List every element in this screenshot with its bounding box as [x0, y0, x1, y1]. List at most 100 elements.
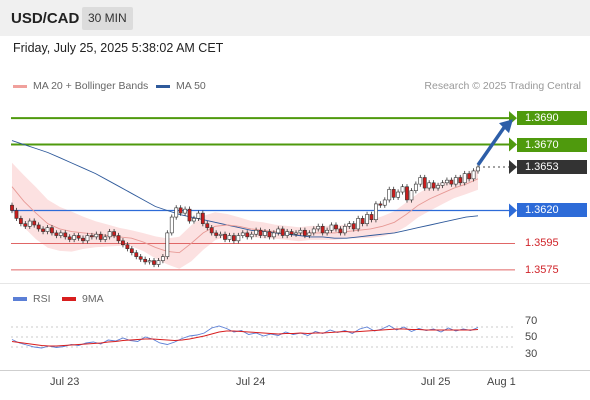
- candle-body: [453, 177, 458, 185]
- candle-body: [258, 229, 263, 236]
- legend-rsi-label: RSI: [33, 293, 51, 305]
- candle-body: [320, 226, 325, 234]
- candle-body: [81, 237, 85, 242]
- price-label-1.3653: 1.3653: [517, 159, 587, 174]
- ma50-swatch: [156, 84, 170, 88]
- candle-body: [422, 177, 427, 189]
- price-label-pointer-1.3653: [509, 159, 517, 174]
- candle-body: [129, 248, 134, 253]
- candle-body: [147, 260, 152, 263]
- candle-body: [311, 228, 316, 234]
- candle-body: [41, 228, 45, 232]
- candle-body: [187, 208, 192, 222]
- candle-body: [471, 170, 476, 180]
- candle-body: [32, 220, 37, 226]
- candle-body: [249, 233, 254, 238]
- candle-body: [298, 229, 303, 234]
- bollinger-band: [12, 162, 478, 269]
- x-tick-jul23: Jul 23: [50, 376, 80, 388]
- candle-body: [440, 182, 445, 186]
- rsi-panel: [11, 324, 515, 349]
- candle-body: [23, 223, 28, 227]
- price-label-1.3575: 1.3575: [525, 263, 559, 276]
- candle-body: [360, 218, 365, 224]
- candle-body: [329, 224, 334, 231]
- x-tick-jul25: Jul 25: [421, 376, 451, 388]
- rsi-tick-30: 30: [525, 348, 538, 360]
- candle-body: [103, 236, 108, 240]
- candle-body: [294, 232, 298, 235]
- candle-body: [89, 235, 94, 238]
- candle-body: [134, 252, 139, 257]
- candle-body: [125, 244, 130, 250]
- symbol-title: USD/CAD: [11, 10, 80, 27]
- candle-body: [116, 235, 121, 242]
- candle-body: [138, 256, 143, 260]
- candle-body: [445, 179, 449, 184]
- candle-body: [462, 173, 467, 184]
- candle-body: [240, 232, 245, 236]
- candle-body: [307, 232, 312, 236]
- candle-body: [418, 177, 423, 185]
- candle-body: [209, 227, 214, 234]
- chart-datetime: Friday, July 25, 2025 5:38:02 AM CET: [13, 41, 224, 55]
- forecast-arrow-shaft: [476, 125, 507, 166]
- candle-body: [449, 179, 454, 185]
- candle-body: [63, 232, 68, 238]
- forecast-arrow: [476, 119, 513, 166]
- candle-body: [409, 190, 414, 201]
- candle-body: [285, 231, 290, 236]
- candle-body: [365, 214, 369, 224]
- candle-body: [183, 208, 187, 214]
- candle-body: [107, 231, 112, 238]
- candle-body: [396, 191, 401, 198]
- ma20-line: [11, 178, 479, 254]
- candle-body: [14, 210, 19, 219]
- candle-body: [342, 226, 347, 234]
- candle-body: [85, 235, 90, 242]
- candle-body: [325, 229, 330, 234]
- x-tick-jul24: Jul 24: [236, 376, 266, 388]
- panel-divider: [0, 283, 590, 284]
- candle-body: [200, 212, 205, 224]
- candle-body: [436, 185, 440, 189]
- ma20-swatch: [13, 84, 27, 88]
- candle-body: [374, 203, 378, 221]
- candle-body: [254, 229, 258, 235]
- candle-body: [382, 199, 387, 206]
- candle-body: [72, 235, 77, 240]
- candle-body: [400, 186, 405, 193]
- candle-body: [378, 203, 383, 206]
- rsi-tick-70: 70: [525, 315, 538, 327]
- candle-body: [316, 226, 321, 230]
- candle-body: [178, 207, 183, 214]
- candle-body: [347, 223, 352, 227]
- candle-body: [236, 235, 241, 242]
- candle-body: [58, 232, 63, 236]
- candle-body: [387, 189, 392, 201]
- timeframe-button[interactable]: 30 MIN: [82, 7, 133, 30]
- candle-body: [263, 231, 267, 236]
- candle-body: [50, 227, 54, 234]
- legend-9ma: 9MA: [62, 293, 104, 305]
- candle-body: [192, 218, 196, 222]
- candle-body: [227, 235, 232, 240]
- candle-body: [218, 233, 223, 236]
- rsi-swatch: [13, 297, 27, 301]
- price-label-1.3690: 1.3690: [517, 111, 587, 126]
- price-label-1.3670: 1.3670: [517, 137, 587, 152]
- candle-body: [112, 231, 116, 236]
- candle-body: [36, 224, 41, 230]
- candle-body: [169, 216, 174, 234]
- candle-body: [174, 207, 179, 218]
- candle-body: [289, 231, 294, 235]
- candle-body: [54, 232, 59, 236]
- candle-body: [338, 228, 343, 234]
- candle-body: [232, 235, 236, 242]
- candle-body: [245, 232, 250, 238]
- candle-body: [476, 166, 480, 172]
- candle-body: [351, 223, 356, 230]
- moving-averages: [11, 140, 479, 254]
- candle-body: [45, 227, 50, 232]
- candle-body: [458, 177, 463, 184]
